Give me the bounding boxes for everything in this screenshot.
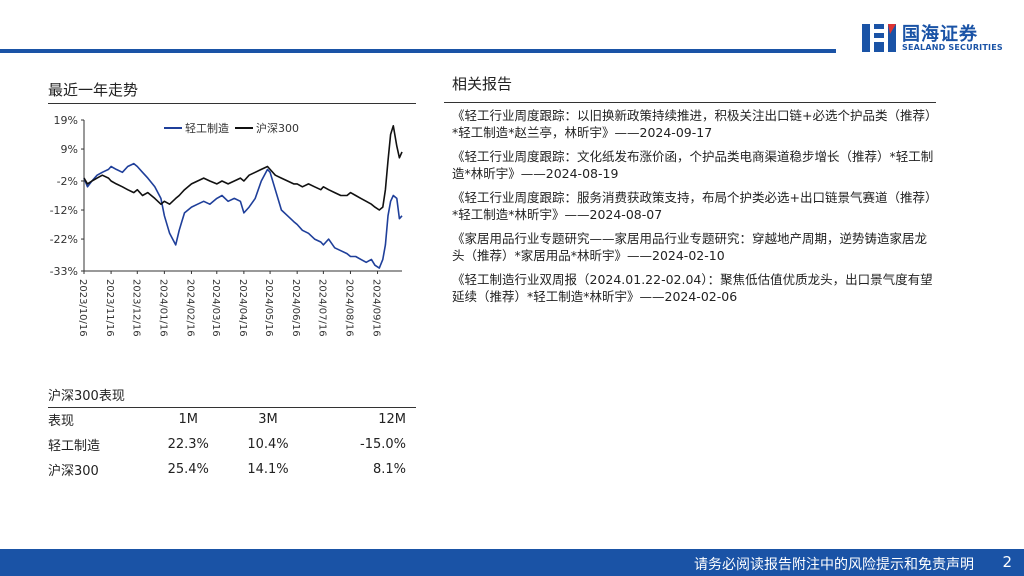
table-header-cell: 1M [178,412,199,428]
reports-title-rule [444,102,936,103]
x-tick-label: 2024/09/16 [371,279,382,337]
brand-name-en: SEALAND SECURITIES [902,43,1003,52]
x-tick-label: 2024/03/16 [210,279,221,337]
reports-section-title: 相关报告 [452,75,513,93]
y-tick-label: -22% [50,233,78,246]
trend-section-title: 最近一年走势 [48,81,139,99]
table-header-cell: 3M [258,412,278,428]
x-tick-label: 2024/08/16 [343,279,354,337]
report-link[interactable]: 《轻工行业周度跟踪：文化纸发布涨价函，个护品类电商渠道稳步增长（推荐）*轻工制造… [452,149,934,181]
x-tick-label: 2024/02/16 [184,279,195,337]
table-cell: -15.0% [360,437,406,452]
trend-line-chart: 19% 9% -2% -12% -22% -33%2023/10/16 2023/11/16… [50,114,403,337]
table-title: 沪深300表现 [48,382,416,408]
header-rule [0,49,836,53]
table-cell: 沪深300 [48,464,99,479]
report-link[interactable]: 《轻工行业周度跟踪：以旧换新政策持续推进，积极关注出口链+必选个护品类（推荐）*… [452,108,932,140]
table-header-cell: 12M [378,412,406,428]
report-link[interactable]: 《轻工行业周度跟踪：服务消费获政策支持，布局个护类必选+出口链景气赛道（推荐）*… [452,190,932,222]
series-line [83,162,403,269]
legend-label: 轻工制造 [185,121,229,135]
related-reports-list: 《轻工行业周度跟踪：以旧换新政策持续推进，积极关注出口链+必选个护品类（推荐）*… [452,107,936,312]
report-link[interactable]: 《轻工制造行业双周报（2024.01.22-02.04）：聚焦低估值优质龙头，出… [452,272,933,304]
report-link[interactable]: 《家居用品行业专题研究——家居用品行业专题研究：穿越地产周期，逆势铸造家居龙头（… [452,231,928,263]
page-number: 2 [1002,553,1012,571]
y-tick-label: 19% [54,114,78,127]
y-tick-label: 9% [61,143,78,156]
table-cell: 8.1% [372,462,406,477]
y-tick-label: -12% [50,204,78,217]
table-header-cell: 表现 [48,414,75,430]
brand-name-cn: 国海证券 [902,24,978,45]
y-tick-label: -2% [57,175,78,188]
table-cell: 22.3% [167,437,209,452]
table-cell: 轻工制造 [48,439,101,454]
x-tick-label: 2024/05/16 [263,279,274,337]
x-tick-label: 2024/06/16 [290,279,301,337]
x-tick-label: 2024/07/16 [316,279,327,337]
x-tick-label: 2023/11/16 [104,279,115,337]
x-tick-label: 2023/10/16 [77,279,88,337]
sealand-logo-icon [862,24,896,52]
footer-bar: 请务必阅读报告附注中的风险提示和免责声明 2 [0,549,1024,576]
trend-title-rule [48,103,416,104]
x-tick-label: 2024/01/16 [157,279,168,337]
x-tick-label: 2023/12/16 [130,279,141,337]
table-header-row: 表现 1M 3M 12M [48,407,416,432]
table-cell: 14.1% [247,462,289,477]
footer-disclaimer: 请务必阅读报告附注中的风险提示和免责声明 [694,557,974,573]
table-row: 轻工制造 22.3% 10.4% -15.0% [48,432,416,457]
table-cell: 10.4% [247,437,289,452]
index-performance-table: 沪深300表现 表现 1M 3M 12M 轻工制造 22.3% 10.4% -1… [48,382,416,482]
x-tick-label: 2024/04/16 [237,279,248,337]
legend-label: 沪深300 [256,121,299,135]
table-title-row: 沪深300表现 [48,382,416,408]
y-tick-label: -33% [50,265,78,278]
brand-logo: 国海证券 SEALAND SECURITIES [860,18,1010,58]
table-cell: 25.4% [167,462,209,477]
series-line [83,125,403,211]
table-row: 沪深300 25.4% 14.1% 8.1% [48,457,416,482]
